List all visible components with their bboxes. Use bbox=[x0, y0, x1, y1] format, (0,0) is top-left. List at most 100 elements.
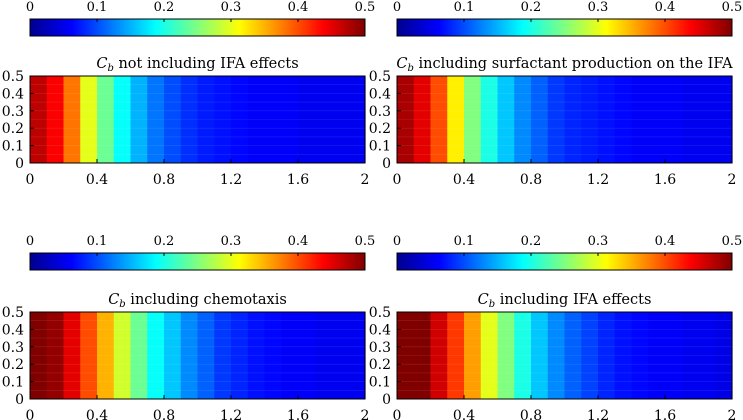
y-tick-label: 0.3 bbox=[2, 340, 24, 356]
x-tick-label: 0 bbox=[393, 172, 402, 188]
heatmap-cell bbox=[698, 76, 716, 163]
colorbar-tick-label: 0.1 bbox=[87, 234, 108, 249]
heatmap-cell bbox=[413, 76, 432, 163]
heatmap-cell bbox=[97, 76, 115, 163]
heatmap-cell bbox=[197, 76, 215, 163]
heatmap-cell bbox=[631, 312, 649, 399]
colorbar-tick-label: 0.1 bbox=[454, 234, 475, 249]
x-tick-label: 1.6 bbox=[287, 172, 309, 188]
y-tick-label: 0.4 bbox=[369, 86, 391, 102]
plot-frame bbox=[396, 75, 733, 164]
title-symbol: C bbox=[108, 292, 119, 308]
heatmap-cell bbox=[264, 76, 282, 163]
colorbar bbox=[29, 18, 366, 37]
colorbar-tick-label: 0 bbox=[26, 0, 34, 15]
colorbar-tick-label: 0.5 bbox=[722, 0, 743, 15]
panel-3: 0 0.1 0.2 0.3 0.4 0.5Cb including chemotaxis0… bbox=[2, 234, 376, 420]
heatmap-cell bbox=[480, 312, 499, 399]
colorbar-tick-label: 0 bbox=[26, 234, 34, 249]
plot-title: Cb including chemotaxis bbox=[108, 292, 287, 310]
colorbar-tick-label: 0 bbox=[393, 0, 401, 15]
y-tick-label: 0 bbox=[15, 156, 24, 172]
heatmap-cell bbox=[464, 76, 482, 163]
heatmap-cell bbox=[80, 76, 98, 163]
heatmap-cell bbox=[648, 76, 666, 163]
heatmap-cell bbox=[164, 76, 182, 163]
heatmap-cell bbox=[631, 76, 649, 163]
plot-title: Cb not including IFA effects bbox=[96, 56, 298, 74]
heatmap-cell bbox=[430, 76, 448, 163]
x-tick-label: 0.4 bbox=[453, 172, 475, 188]
x-tick-label: 1.2 bbox=[587, 172, 609, 188]
colorbar-tick-label: 0 bbox=[393, 234, 401, 249]
heatmap-cell bbox=[348, 76, 366, 163]
y-tick-label: 0.1 bbox=[369, 139, 391, 155]
colorbar-tick-label: 0.5 bbox=[355, 234, 376, 249]
heatmap-cell bbox=[63, 312, 81, 399]
heatmap-cell bbox=[281, 76, 299, 163]
heatmap-cell bbox=[331, 312, 349, 399]
heatmap-cell bbox=[46, 76, 65, 163]
y-tick-label: 0.1 bbox=[369, 375, 391, 391]
x-tick-label: 2 bbox=[361, 408, 370, 420]
x-tick-label: 2 bbox=[728, 172, 737, 188]
x-tick-label: 0.4 bbox=[86, 408, 108, 420]
panel-1: 0 0.1 0.2 0.3 0.4 0.5Cb not including IFA eff… bbox=[2, 0, 376, 188]
colorbar-tick-label: 0.4 bbox=[655, 0, 676, 15]
title-subscript: b bbox=[407, 63, 413, 74]
x-tick-label: 1.2 bbox=[220, 408, 242, 420]
heatmap-cell bbox=[397, 312, 415, 399]
heatmap-cell bbox=[598, 76, 616, 163]
heatmap-cell bbox=[113, 312, 132, 399]
heatmap-cell bbox=[564, 76, 582, 163]
heatmap-cell bbox=[231, 312, 249, 399]
heatmap-cell bbox=[514, 76, 532, 163]
heatmap-cell bbox=[547, 76, 566, 163]
heatmap-cell bbox=[497, 76, 515, 163]
colorbar-tick-label: 0.2 bbox=[154, 234, 175, 249]
title-subscript: b bbox=[119, 299, 125, 310]
heatmap-cell bbox=[715, 76, 733, 163]
heatmap-cell bbox=[164, 312, 182, 399]
y-tick-label: 0 bbox=[15, 392, 24, 408]
colorbar-tick-label: 0.2 bbox=[521, 0, 542, 15]
heatmap-cell bbox=[581, 76, 599, 163]
heatmap-cell bbox=[97, 312, 115, 399]
heatmap-cell bbox=[514, 312, 532, 399]
title-text: including surfactant production on the I… bbox=[414, 56, 733, 72]
heatmap-cell bbox=[247, 76, 266, 163]
panel-4: 0 0.1 0.2 0.3 0.4 0.5Cb including IFA effects… bbox=[369, 234, 743, 420]
heatmap-cell bbox=[180, 312, 199, 399]
colorbar-tick-label: 0.2 bbox=[154, 0, 175, 15]
colorbar-tick-label: 0.3 bbox=[588, 234, 609, 249]
heatmap-cell bbox=[298, 312, 316, 399]
heatmap-cell bbox=[231, 76, 249, 163]
heatmap-cell bbox=[547, 312, 566, 399]
x-tick-label: 0.8 bbox=[153, 408, 175, 420]
y-tick-label: 0.5 bbox=[369, 305, 391, 321]
title-text: not including IFA effects bbox=[114, 56, 299, 72]
heatmap-cell bbox=[130, 312, 148, 399]
colorbar-tick-label: 0.2 bbox=[521, 234, 542, 249]
heatmap-cell bbox=[331, 76, 349, 163]
heatmap-cell bbox=[264, 312, 282, 399]
colorbar-tick-label: 0.1 bbox=[87, 0, 108, 15]
y-tick-label: 0.4 bbox=[2, 86, 24, 102]
heatmap-cell bbox=[413, 312, 432, 399]
y-tick-label: 0.2 bbox=[369, 357, 391, 373]
heatmap-cell bbox=[531, 312, 549, 399]
heatmap-cell bbox=[681, 312, 700, 399]
y-tick-label: 0.5 bbox=[2, 305, 24, 321]
y-tick-label: 0.1 bbox=[2, 375, 24, 391]
x-tick-label: 0.4 bbox=[453, 408, 475, 420]
x-tick-label: 0.8 bbox=[520, 172, 542, 188]
y-tick-label: 0 bbox=[382, 156, 391, 172]
y-tick-label: 0.2 bbox=[369, 121, 391, 137]
title-subscript: b bbox=[489, 299, 495, 310]
colorbar-tick-label: 0.1 bbox=[454, 0, 475, 15]
x-tick-label: 1.6 bbox=[654, 408, 676, 420]
colorbar bbox=[396, 252, 733, 271]
title-symbol: C bbox=[396, 56, 407, 72]
heatmap-cell bbox=[480, 76, 499, 163]
heatmap-cell bbox=[348, 312, 366, 399]
